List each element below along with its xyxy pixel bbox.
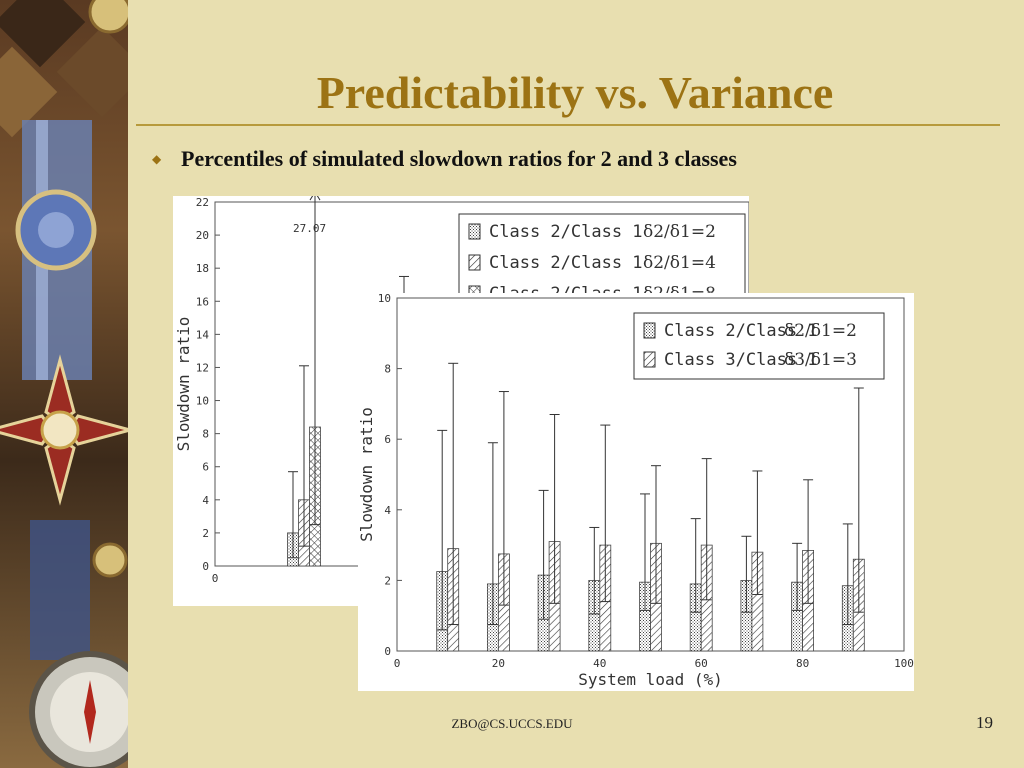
y-tick-label: 0: [384, 645, 391, 658]
medal-illustration: [0, 0, 128, 768]
y-tick-label: 2: [384, 574, 391, 587]
x-tick-label: 0: [212, 572, 219, 585]
legend-swatch: [643, 351, 656, 368]
y-tick-label: 6: [384, 433, 391, 446]
y-tick-label: 10: [196, 395, 209, 408]
decorative-medal-panel: [0, 0, 128, 768]
legend-swatch: [468, 254, 481, 271]
y-tick-label: 8: [202, 428, 209, 441]
y-tick-label: 18: [196, 262, 209, 275]
legend-label: Class 2/Class 1: [489, 222, 643, 242]
arrow-head: [309, 196, 321, 201]
y-tick-label: 10: [378, 293, 391, 305]
y-tick-label: 4: [384, 504, 391, 517]
y-axis-label: Slowdown ratio: [358, 407, 376, 542]
title-divider: [136, 124, 1000, 126]
annotation-label: 27.07: [293, 222, 326, 235]
y-tick-label: 0: [202, 560, 209, 573]
y-tick-label: 6: [202, 461, 209, 474]
x-tick-label: 0: [394, 657, 401, 670]
legend-label: Class 2/Class 1: [664, 321, 818, 341]
x-tick-label: 40: [593, 657, 606, 670]
page-number: 19: [976, 713, 993, 732]
x-tick-label: 60: [695, 657, 708, 670]
legend-note: δ2/δ1=2: [643, 222, 716, 242]
legend: Class 2/Class 1δ2/δ1=2 Class 3/Class 1δ3/…: [633, 312, 885, 380]
legend-swatch: [468, 223, 481, 240]
y-tick-label: 14: [196, 328, 210, 341]
legend-label: Class 3/Class 1: [664, 350, 818, 370]
y-tick-label: 20: [196, 229, 209, 242]
bullet-text: Percentiles of simulated slowdown ratios…: [181, 146, 737, 171]
x-tick-label: 20: [492, 657, 505, 670]
legend-swatch: [643, 322, 656, 339]
legend-box: [633, 312, 885, 380]
x-axis-label: System load (%): [578, 670, 723, 689]
y-tick-label: 2: [202, 527, 209, 540]
legend-note: δ2/δ1=2: [784, 321, 857, 341]
y-tick-label: 16: [196, 295, 209, 308]
chart-figure-front: 0 2 4 6 8 10 0 20 40 60 80 100 Slowdown ratio System …: [358, 293, 914, 691]
diamond-bullet-icon: ◆: [152, 152, 162, 166]
slide-title: Predictability vs. Variance: [316, 67, 834, 118]
y-axis-label: Slowdown ratio: [174, 317, 193, 452]
y-tick-label: 12: [196, 361, 209, 374]
y-tick-label: 8: [384, 363, 391, 376]
legend-note: δ3/δ1=3: [784, 350, 857, 370]
x-tick-label: 80: [796, 657, 809, 670]
x-tick-label: 100: [894, 657, 914, 670]
y-tick-label: 22: [196, 196, 209, 209]
y-tick-label: 4: [202, 494, 209, 507]
footer-email: ZBO@CS.UCCS.EDU: [451, 716, 573, 731]
legend-label: Class 2/Class 1: [489, 253, 643, 273]
legend-note: δ2/δ1=4: [643, 253, 716, 273]
